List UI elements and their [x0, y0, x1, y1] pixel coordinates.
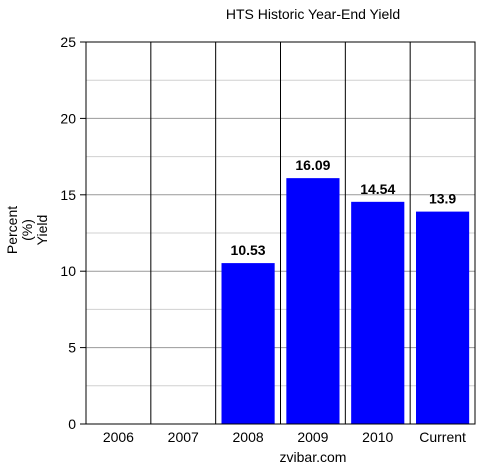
y-tick-label: 0	[68, 416, 76, 432]
y-tick-label: 5	[68, 340, 76, 356]
data-label: 14.54	[360, 181, 395, 197]
bar-current	[416, 211, 470, 424]
bars	[221, 178, 470, 424]
bar-2008	[221, 263, 275, 424]
chart-title: HTS Historic Year-End Yield	[226, 6, 400, 22]
y-tick-label: 20	[60, 110, 76, 126]
y-tick-label: 25	[60, 34, 76, 50]
y-tick-label: 10	[60, 263, 76, 279]
y-axis-label-line-1: Percent	[4, 206, 20, 254]
y-axis-label-line-3: Yield	[34, 215, 50, 246]
x-tick-label: Current	[419, 429, 466, 445]
data-labels: 10.53 16.09 14.54 13.9	[231, 157, 457, 258]
data-label: 10.53	[231, 242, 266, 258]
x-tick-label: 2006	[103, 429, 134, 445]
bar-2009	[286, 178, 340, 424]
data-label: 16.09	[295, 157, 330, 173]
y-axis-label-line-2: (%)	[19, 219, 35, 241]
x-tick-label: 2010	[362, 429, 393, 445]
y-tick-label: 15	[60, 187, 76, 203]
x-tick-label: 2007	[168, 429, 199, 445]
y-axis-ticks: 0 5 10 15 20 25	[60, 34, 86, 432]
x-tick-label: 2008	[233, 429, 264, 445]
source-credit: zvibar.com	[280, 449, 347, 465]
x-tick-label: 2009	[297, 429, 328, 445]
x-axis-ticks: 2006 2007 2008 2009 2010 Current	[103, 429, 466, 445]
data-label: 13.9	[429, 191, 456, 207]
bar-2010	[351, 201, 405, 424]
grid	[86, 42, 475, 424]
y-axis-label: Percent (%) Yield	[4, 206, 50, 254]
plot-frame	[85, 41, 476, 425]
plot-border	[85, 41, 476, 425]
